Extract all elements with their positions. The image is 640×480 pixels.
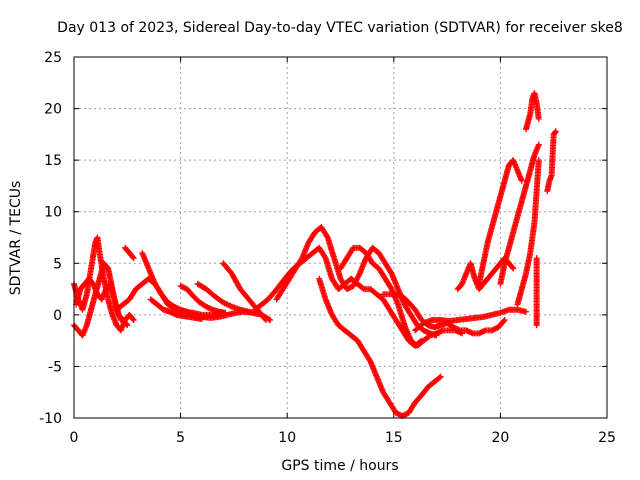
data-point: [510, 265, 517, 272]
data-point: [129, 315, 136, 322]
series-track-13: [316, 275, 444, 419]
chart-title: Day 013 of 2023, Sidereal Day-to-day VTE…: [57, 20, 623, 36]
data-point: [124, 322, 131, 329]
data-point: [222, 309, 229, 316]
series-track-10: [220, 260, 269, 324]
series-track-15: [348, 275, 425, 349]
y-tick-label: 25: [44, 50, 62, 66]
data-marks: [71, 90, 559, 419]
series-track-22: [514, 157, 542, 308]
data-point: [321, 253, 328, 260]
y-tick-label: 5: [53, 256, 62, 272]
series-track-9: [194, 280, 261, 317]
y-tick-label: -5: [48, 359, 62, 375]
plot-frame: [73, 56, 608, 419]
x-tick-label: 5: [176, 430, 185, 446]
series-track-8: [177, 282, 229, 316]
axis-ticks: [73, 56, 608, 419]
y-tick-label: -10: [39, 411, 62, 427]
series-track-3: [73, 275, 131, 329]
series-track-11: [252, 244, 361, 313]
x-tick-labels: 0 5 10 15 20 25: [70, 430, 616, 446]
series-track-19: [476, 157, 525, 287]
x-axis-title: GPS time / hours: [281, 458, 398, 474]
series-track-17: [412, 306, 529, 334]
data-point: [418, 337, 425, 344]
series-track-4: [122, 244, 137, 262]
x-tick-label: 10: [278, 430, 296, 446]
data-point: [261, 315, 268, 322]
grid: [74, 57, 607, 418]
series-track-23: [533, 255, 540, 329]
data-point: [535, 141, 542, 148]
y-tick-label: 10: [44, 205, 62, 221]
y-axis-title: SDTVAR / TECUs: [8, 181, 24, 296]
data-point: [129, 254, 136, 261]
data-point: [436, 374, 443, 381]
data-point: [535, 115, 542, 122]
y-tick-label: 20: [44, 102, 62, 118]
x-tick-label: 20: [491, 430, 509, 446]
data-point: [417, 338, 424, 345]
data-point: [262, 317, 269, 324]
data-point: [552, 128, 559, 135]
series-track-21: [522, 90, 542, 133]
data-point: [535, 157, 542, 164]
data-point: [437, 373, 444, 380]
series-track-24: [544, 128, 559, 195]
y-tick-label: 0: [53, 308, 62, 324]
data-point: [518, 177, 525, 184]
data-point: [359, 285, 366, 292]
data-point: [130, 255, 137, 262]
data-point: [323, 233, 330, 240]
x-tick-label: 15: [385, 430, 403, 446]
x-tick-label: 25: [598, 430, 616, 446]
series-track-20: [497, 141, 542, 287]
x-tick-label: 0: [70, 430, 79, 446]
data-point: [509, 264, 516, 271]
series-track-7: [147, 296, 205, 322]
data-point: [198, 315, 205, 322]
data-point: [500, 318, 507, 325]
data-point: [123, 321, 130, 328]
data-point: [501, 317, 508, 324]
y-tick-labels: -10 -5 0 5 10 15 20 25: [39, 50, 62, 427]
data-point: [533, 322, 540, 329]
data-point: [130, 317, 137, 324]
data-point: [552, 129, 559, 136]
data-point: [522, 308, 529, 315]
y-tick-label: 15: [44, 153, 62, 169]
